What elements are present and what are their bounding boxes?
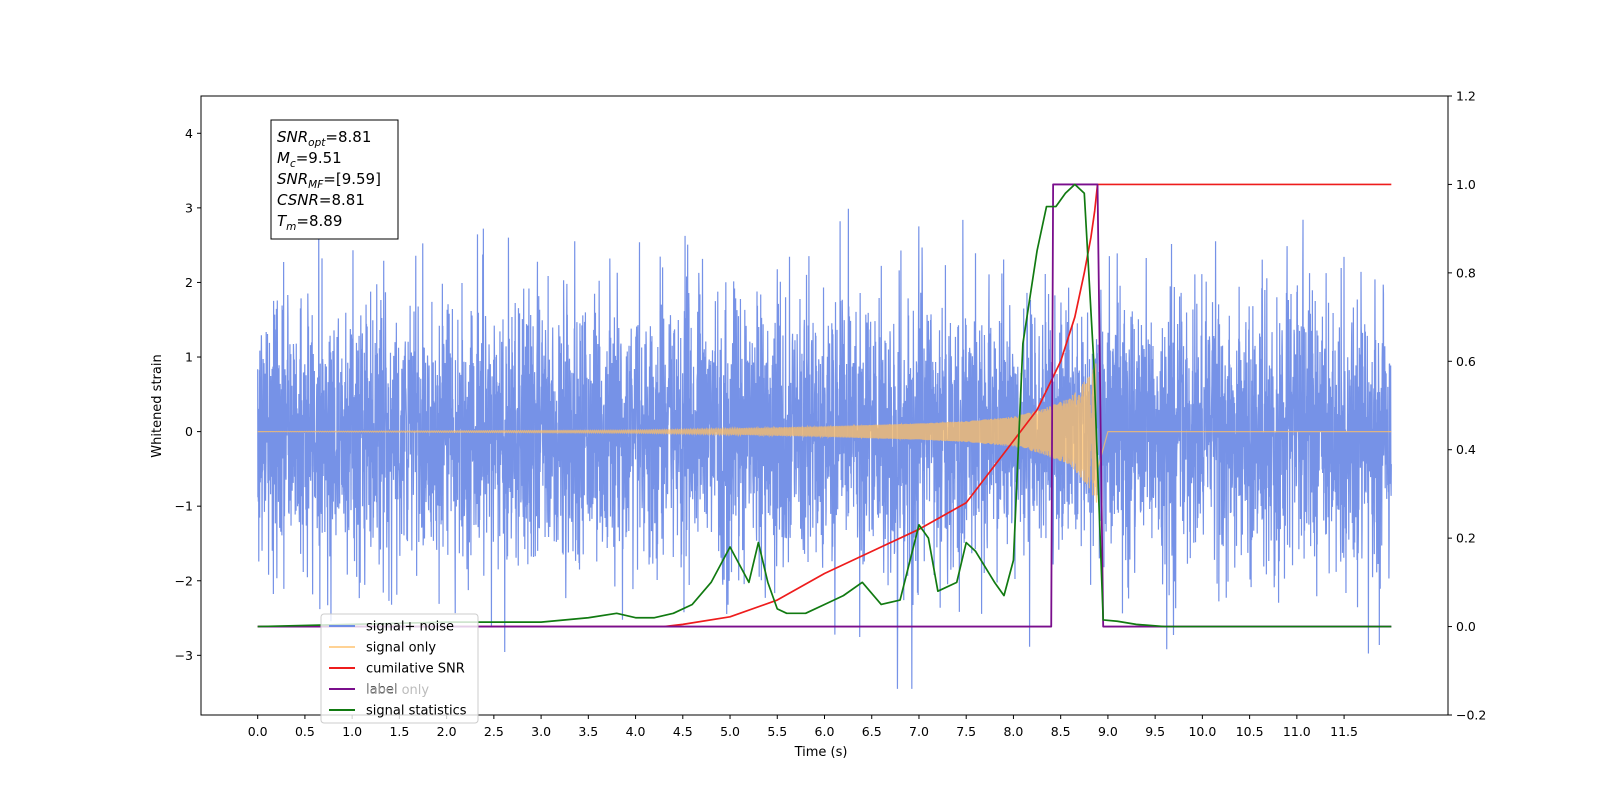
x-tick-label: 3.5 xyxy=(578,724,598,739)
stats-line: SNRopt=8.81 xyxy=(277,128,371,149)
series-line-signal-statistics xyxy=(257,183,1392,628)
legend-frame xyxy=(320,613,479,724)
legend-label: cumilative SNR xyxy=(366,662,465,677)
x-tick-label: 1.0 xyxy=(342,724,362,739)
series-line-cumulative-snr xyxy=(257,183,1392,628)
y-tick-label: −1 xyxy=(175,499,193,514)
y2-tick-label: −0.2 xyxy=(1456,708,1486,723)
legend-label: signal+ noise xyxy=(366,620,454,635)
stats-subscript: opt xyxy=(308,137,326,149)
x-tick-label: 4.5 xyxy=(673,724,693,739)
x-tick-label: 11.5 xyxy=(1330,724,1358,739)
legend-label-ghost: label only xyxy=(366,683,429,698)
stats-value: =8.89 xyxy=(296,212,342,230)
series-layer xyxy=(257,183,1392,689)
y-axis-right: 1.2 1.0 0.8 0.6 0.4 0.2 0.0 −0.2 xyxy=(1448,89,1486,723)
y2-tick-label: 0.8 xyxy=(1456,265,1476,280)
x-tick-label: 4.0 xyxy=(626,724,646,739)
legend-label: signal only xyxy=(366,641,436,656)
x-tick-label: 2.5 xyxy=(484,724,504,739)
y-tick-label: 0 xyxy=(185,424,193,439)
stats-value: =[9.59] xyxy=(323,170,381,188)
x-tick-label: 6.5 xyxy=(862,724,882,739)
x-tick-label: 0.0 xyxy=(248,724,268,739)
x-tick-label: 5.0 xyxy=(720,724,740,739)
legend-label: signal statistics xyxy=(366,704,467,719)
y2-tick-label: 1.0 xyxy=(1456,177,1476,192)
x-tick-label: 3.0 xyxy=(531,724,551,739)
x-tick-label: 6.0 xyxy=(815,724,835,739)
stats-symbol: M xyxy=(277,149,290,167)
stats-symbol: T xyxy=(277,212,288,230)
y-tick-label: 2 xyxy=(185,275,193,290)
x-tick-label: 1.5 xyxy=(389,724,409,739)
stats-subscript: MF xyxy=(308,179,324,191)
y-tick-label: 3 xyxy=(185,200,193,215)
y2-tick-label: 0.2 xyxy=(1456,531,1476,546)
x-tick-label: 7.5 xyxy=(956,724,976,739)
x-axis: 0.0 0.5 1.0 1.5 2.0 2.5 3.0 3.5 4.0 4.5 5.0 5.5 6.0 6… xyxy=(248,715,1358,739)
y2-tick-label: 1.2 xyxy=(1456,89,1476,104)
x-tick-label: 10.5 xyxy=(1236,724,1264,739)
x-tick-label: 5.5 xyxy=(767,724,787,739)
series-line-label xyxy=(257,183,1392,628)
y-axis-left: 4 3 2 1 0 −1 −2 −3 xyxy=(175,126,201,663)
stats-line: CSNR=8.81 xyxy=(277,191,365,209)
stats-subscript: c xyxy=(290,158,296,170)
stats-symbol: SNR xyxy=(277,170,308,188)
stats-box-frame xyxy=(270,119,399,240)
series-line-signal-noise xyxy=(257,208,1392,689)
legend-label: label xyxy=(366,683,397,698)
x-axis-label: Time (s) xyxy=(794,745,848,760)
y2-tick-label: 0.6 xyxy=(1456,354,1476,369)
x-tick-label: 9.5 xyxy=(1145,724,1165,739)
y2-tick-label: 0.0 xyxy=(1456,619,1476,634)
x-tick-label: 0.5 xyxy=(295,724,315,739)
stats-symbol: CSNR xyxy=(277,191,319,209)
x-tick-label: 8.5 xyxy=(1051,724,1071,739)
y-axis-label: Whitened strain xyxy=(150,354,165,457)
x-tick-label: 11.0 xyxy=(1283,724,1311,739)
y-tick-label: −3 xyxy=(175,648,193,663)
stats-line: SNRMF=[9.59] xyxy=(277,170,381,191)
stats-line: Tm=8.89 xyxy=(277,212,342,233)
stats-box: SNRopt=8.81Mc=9.51SNRMF=[9.59]CSNR=8.81T… xyxy=(270,119,399,240)
y-tick-label: 1 xyxy=(185,350,193,365)
y-tick-label: 4 xyxy=(185,126,193,141)
x-tick-label: 9.0 xyxy=(1098,724,1118,739)
stats-value: =9.51 xyxy=(296,149,342,167)
stats-value: =8.81 xyxy=(319,191,365,209)
stats-symbol: SNR xyxy=(277,128,308,146)
y-tick-label: −2 xyxy=(175,573,193,588)
stats-line: Mc=9.51 xyxy=(277,149,342,170)
x-tick-label: 7.0 xyxy=(909,724,929,739)
x-tick-label: 10.0 xyxy=(1188,724,1216,739)
x-tick-label: 2.0 xyxy=(437,724,457,739)
stats-subscript: m xyxy=(286,221,296,233)
series-line-signal-only xyxy=(257,363,1392,503)
x-tick-label: 8.0 xyxy=(1003,724,1023,739)
stats-value: =8.81 xyxy=(325,128,371,146)
y2-tick-label: 0.4 xyxy=(1456,442,1476,457)
legend: signal+ noise signal only cumilative SNR la… xyxy=(320,613,479,724)
